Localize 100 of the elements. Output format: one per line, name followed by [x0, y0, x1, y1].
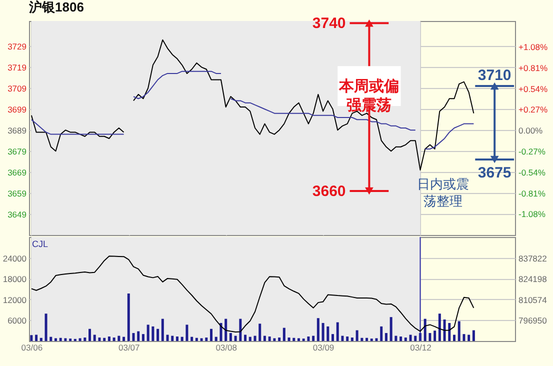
bar	[332, 334, 334, 341]
y-tick-label: 3669	[8, 168, 27, 178]
bar	[248, 336, 252, 341]
bar	[210, 328, 212, 341]
bar	[98, 338, 101, 341]
bar	[44, 314, 48, 341]
y-tick-label: 3679	[8, 146, 27, 157]
bar	[152, 326, 154, 341]
bar	[161, 318, 164, 341]
bar	[112, 338, 116, 341]
bar	[458, 321, 460, 341]
bar	[234, 336, 237, 341]
bar	[88, 328, 91, 341]
bar	[254, 336, 256, 341]
bar	[244, 334, 247, 341]
bar	[118, 336, 120, 341]
bar	[59, 338, 62, 341]
x-tick-label: 03/08	[216, 342, 238, 352]
bar	[258, 324, 262, 341]
bar	[268, 336, 271, 341]
bar	[220, 322, 222, 341]
bar	[414, 336, 417, 341]
bar	[186, 324, 188, 341]
bar	[462, 334, 466, 341]
bar	[400, 336, 402, 341]
bar	[428, 333, 432, 341]
bar	[322, 322, 324, 341]
annotation: 本周或偏强震荡	[338, 78, 400, 114]
bar	[142, 334, 144, 341]
bar	[273, 338, 276, 341]
y-tick-label: 3659	[8, 188, 27, 199]
y2-tick-label: -1.08%	[518, 209, 546, 220]
bar	[30, 335, 33, 341]
bar	[394, 336, 398, 341]
bar	[200, 338, 203, 341]
y2-tick-label: +0.27%	[518, 104, 548, 115]
bar	[205, 338, 208, 341]
y2-tick-label: 0.00%	[518, 126, 544, 136]
y-tick-label: 3719	[8, 62, 27, 73]
y-tick-label: 18000	[2, 274, 27, 284]
bar	[341, 336, 344, 341]
bar	[448, 322, 451, 341]
bar	[156, 328, 160, 341]
bar	[384, 333, 388, 341]
y2-tick-label: -0.27%	[518, 146, 546, 157]
y-tick-label: 3699	[8, 104, 27, 115]
y-tick-label: 3649	[8, 210, 27, 220]
bar	[438, 314, 441, 341]
y-tick-label: 6000	[8, 316, 27, 326]
line-series	[30, 256, 474, 333]
bar	[103, 338, 106, 341]
bar	[346, 336, 349, 341]
ref-line-label: 3710	[478, 67, 512, 84]
bar	[350, 338, 354, 341]
bar	[229, 333, 232, 341]
bar	[316, 318, 320, 341]
y2-tick-label: -0.54%	[518, 167, 546, 178]
ref-line-label: 3660	[312, 182, 346, 200]
bar	[468, 334, 470, 341]
y2-tick-label: +0.81%	[518, 62, 548, 73]
bar	[108, 336, 110, 341]
bar	[84, 338, 86, 341]
bar	[190, 336, 194, 341]
bar	[360, 338, 364, 341]
y-tick-label: 3689	[8, 126, 27, 136]
bar	[380, 326, 383, 341]
bar	[176, 336, 178, 341]
bar	[166, 334, 169, 341]
bar	[214, 336, 218, 341]
x-tick-label: 03/06	[21, 342, 43, 352]
bar	[132, 333, 135, 341]
bar	[180, 336, 184, 341]
bar	[278, 338, 281, 341]
bar	[453, 334, 456, 341]
bar	[171, 336, 174, 341]
bar	[356, 330, 358, 341]
bar	[50, 336, 52, 341]
y2-tick-label: 796950	[518, 316, 548, 326]
ref-line-label: 3740	[312, 15, 346, 32]
bar	[127, 294, 130, 341]
bar	[336, 322, 339, 341]
bar	[409, 334, 412, 341]
bar	[54, 338, 57, 341]
bar	[326, 326, 330, 341]
bar	[307, 336, 310, 341]
bar	[366, 338, 368, 341]
bar	[390, 317, 392, 341]
y2-tick-label: 810574	[518, 294, 548, 305]
y2-tick-label: 837822	[518, 253, 548, 264]
bar	[443, 320, 446, 341]
bar	[424, 318, 426, 341]
bar	[282, 328, 286, 341]
bar	[434, 330, 436, 341]
bar	[404, 338, 407, 341]
y2-tick-label: +1.08%	[518, 42, 548, 52]
bar	[122, 336, 126, 341]
bar	[93, 334, 96, 341]
bar	[292, 338, 296, 341]
bar	[297, 338, 300, 341]
ref-line-label: 3675	[478, 164, 512, 182]
